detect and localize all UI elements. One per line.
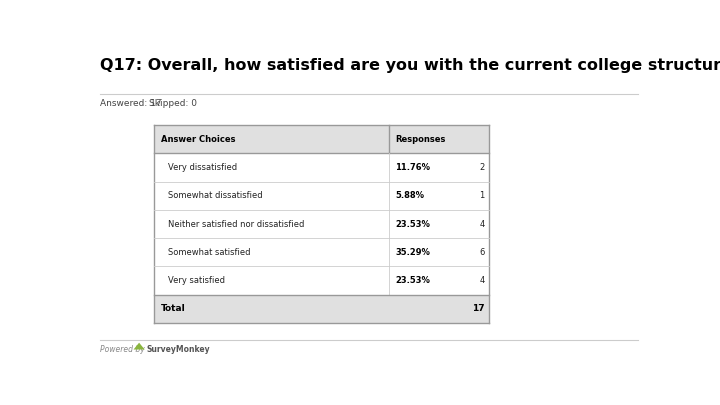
FancyBboxPatch shape	[154, 181, 489, 210]
Text: 4: 4	[480, 276, 485, 285]
Text: SurveyMonkey: SurveyMonkey	[147, 345, 210, 354]
FancyBboxPatch shape	[154, 125, 489, 153]
Text: Very satisfied: Very satisfied	[168, 276, 225, 285]
Text: Very dissatisfied: Very dissatisfied	[168, 163, 238, 172]
FancyBboxPatch shape	[154, 295, 489, 323]
Text: 1: 1	[480, 191, 485, 200]
Text: 35.29%: 35.29%	[395, 248, 430, 257]
FancyBboxPatch shape	[154, 153, 489, 181]
Text: 4: 4	[480, 220, 485, 228]
Text: 11.76%: 11.76%	[395, 163, 431, 172]
Text: 23.53%: 23.53%	[395, 220, 430, 228]
Text: 6: 6	[479, 248, 485, 257]
FancyBboxPatch shape	[154, 238, 489, 266]
FancyBboxPatch shape	[154, 266, 489, 295]
Text: Total: Total	[161, 305, 186, 313]
FancyBboxPatch shape	[154, 210, 489, 238]
Text: Somewhat satisfied: Somewhat satisfied	[168, 248, 251, 257]
Text: Skipped: 0: Skipped: 0	[148, 99, 197, 108]
Text: 2: 2	[480, 163, 485, 172]
Text: 5.88%: 5.88%	[395, 191, 424, 200]
Text: 23.53%: 23.53%	[395, 276, 430, 285]
Text: Answered: 17: Answered: 17	[100, 99, 162, 108]
Text: Neither satisfied nor dissatisfied: Neither satisfied nor dissatisfied	[168, 220, 305, 228]
Polygon shape	[133, 343, 145, 350]
Text: Q17: Overall, how satisfied are you with the current college structure?: Q17: Overall, how satisfied are you with…	[100, 58, 720, 73]
Text: Powered by: Powered by	[100, 345, 145, 354]
Text: 17: 17	[472, 305, 485, 313]
Text: Answer Choices: Answer Choices	[161, 134, 235, 144]
Text: Somewhat dissatisfied: Somewhat dissatisfied	[168, 191, 263, 200]
Text: Responses: Responses	[395, 134, 446, 144]
